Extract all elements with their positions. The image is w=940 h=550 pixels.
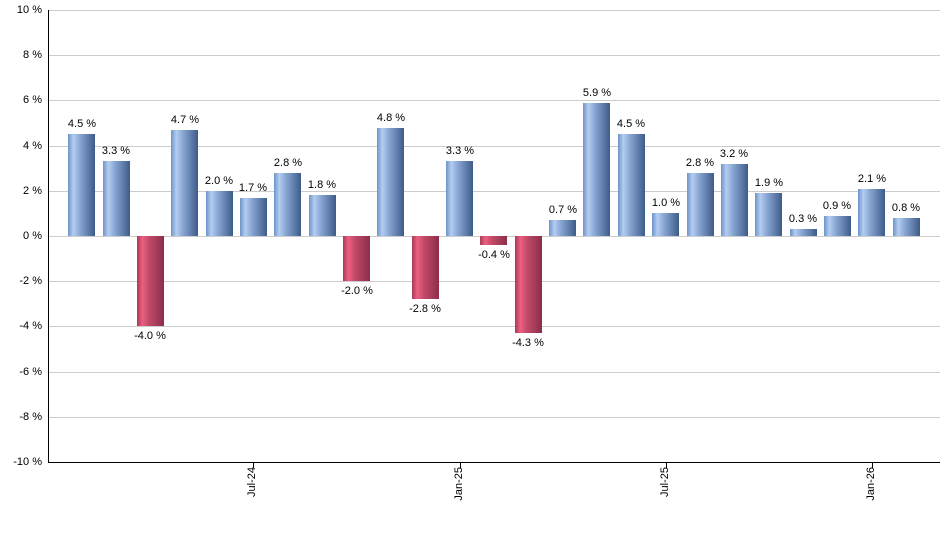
bar-positive	[790, 229, 817, 236]
y-axis-tick-label: 8 %	[23, 49, 42, 61]
bar-value-label: 4.5 %	[616, 118, 646, 130]
bar-value-label: 4.8 %	[376, 112, 406, 124]
y-axis-tick-label: 6 %	[23, 94, 42, 106]
grid-line	[48, 191, 940, 192]
x-axis-tick-mark	[872, 463, 873, 468]
grid-line	[48, 281, 940, 282]
bar-value-label: 1.9 %	[754, 177, 784, 189]
bar-value-label: 3.3 %	[101, 145, 131, 157]
bar-positive	[893, 218, 920, 236]
y-axis-tick-label: -8 %	[19, 411, 42, 423]
bar-positive	[171, 130, 198, 236]
bar-positive	[618, 134, 645, 236]
bar-value-label: 0.9 %	[822, 200, 852, 212]
grid-line	[48, 417, 940, 418]
x-axis-tick-mark	[253, 463, 254, 468]
bar-positive	[309, 195, 336, 236]
x-axis-tick-mark	[666, 463, 667, 468]
y-axis-tick-label: -4 %	[19, 320, 42, 332]
y-axis-tick-label: -10 %	[13, 456, 42, 468]
y-axis-tick-label: 4 %	[23, 140, 42, 152]
bar-positive	[583, 103, 610, 236]
bar-value-label: 0.3 %	[788, 213, 818, 225]
grid-line	[48, 100, 940, 101]
y-axis-line	[48, 10, 49, 462]
bar-value-label: 0.8 %	[891, 202, 921, 214]
bar-positive	[240, 198, 267, 236]
bar-value-label: -4.3 %	[512, 337, 544, 349]
bar-value-label: 4.7 %	[170, 114, 200, 126]
x-axis-tick-label: Jul-24	[246, 467, 258, 497]
bar-positive	[755, 193, 782, 236]
x-axis-tick-mark	[460, 463, 461, 468]
bar-negative	[137, 236, 164, 326]
bar-positive	[652, 213, 679, 236]
y-axis-tick-label: 0 %	[23, 230, 42, 242]
bar-negative	[412, 236, 439, 299]
bar-negative	[515, 236, 542, 333]
grid-line	[48, 326, 940, 327]
grid-line	[48, 55, 940, 56]
x-axis-tick-label: Jan-25	[453, 467, 465, 501]
x-axis-line	[48, 462, 940, 463]
bar-value-label: 1.0 %	[651, 197, 681, 209]
bar-value-label: 2.8 %	[685, 157, 715, 169]
grid-line	[48, 372, 940, 373]
bar-negative	[343, 236, 370, 281]
bar-value-label: 4.5 %	[67, 118, 97, 130]
grid-line	[48, 10, 940, 11]
x-axis-tick-label: Jul-25	[659, 467, 671, 497]
bar-positive	[377, 128, 404, 236]
bar-positive	[103, 161, 130, 236]
bar-value-label: 2.8 %	[273, 157, 303, 169]
bar-value-label: -0.4 %	[478, 249, 510, 261]
bar-positive	[68, 134, 95, 236]
bar-positive	[446, 161, 473, 236]
bar-value-label: 1.7 %	[238, 182, 268, 194]
bar-value-label: 5.9 %	[582, 87, 612, 99]
bar-value-label: 2.0 %	[204, 175, 234, 187]
bar-negative	[480, 236, 507, 245]
bar-positive	[824, 216, 851, 236]
y-axis-tick-label: -2 %	[19, 275, 42, 287]
x-axis-tick-label: Jan-26	[865, 467, 877, 501]
bar-positive	[549, 220, 576, 236]
bar-value-label: 3.2 %	[719, 148, 749, 160]
bar-positive	[687, 173, 714, 236]
bar-positive	[858, 189, 885, 236]
bar-value-label: 2.1 %	[857, 173, 887, 185]
bar-positive	[274, 173, 301, 236]
grid-line	[48, 146, 940, 147]
bar-value-label: -2.8 %	[409, 303, 441, 315]
bar-value-label: -4.0 %	[134, 330, 166, 342]
y-axis-tick-label: 10 %	[16, 4, 42, 16]
bar-value-label: 3.3 %	[445, 145, 475, 157]
bar-value-label: 0.7 %	[548, 204, 578, 216]
y-axis-tick-label: 2 %	[23, 185, 42, 197]
bar-value-label: 1.8 %	[307, 179, 337, 191]
bar-positive	[206, 191, 233, 236]
bar-value-label: -2.0 %	[341, 285, 373, 297]
bar-positive	[721, 164, 748, 236]
y-axis-tick-label: -6 %	[19, 366, 42, 378]
